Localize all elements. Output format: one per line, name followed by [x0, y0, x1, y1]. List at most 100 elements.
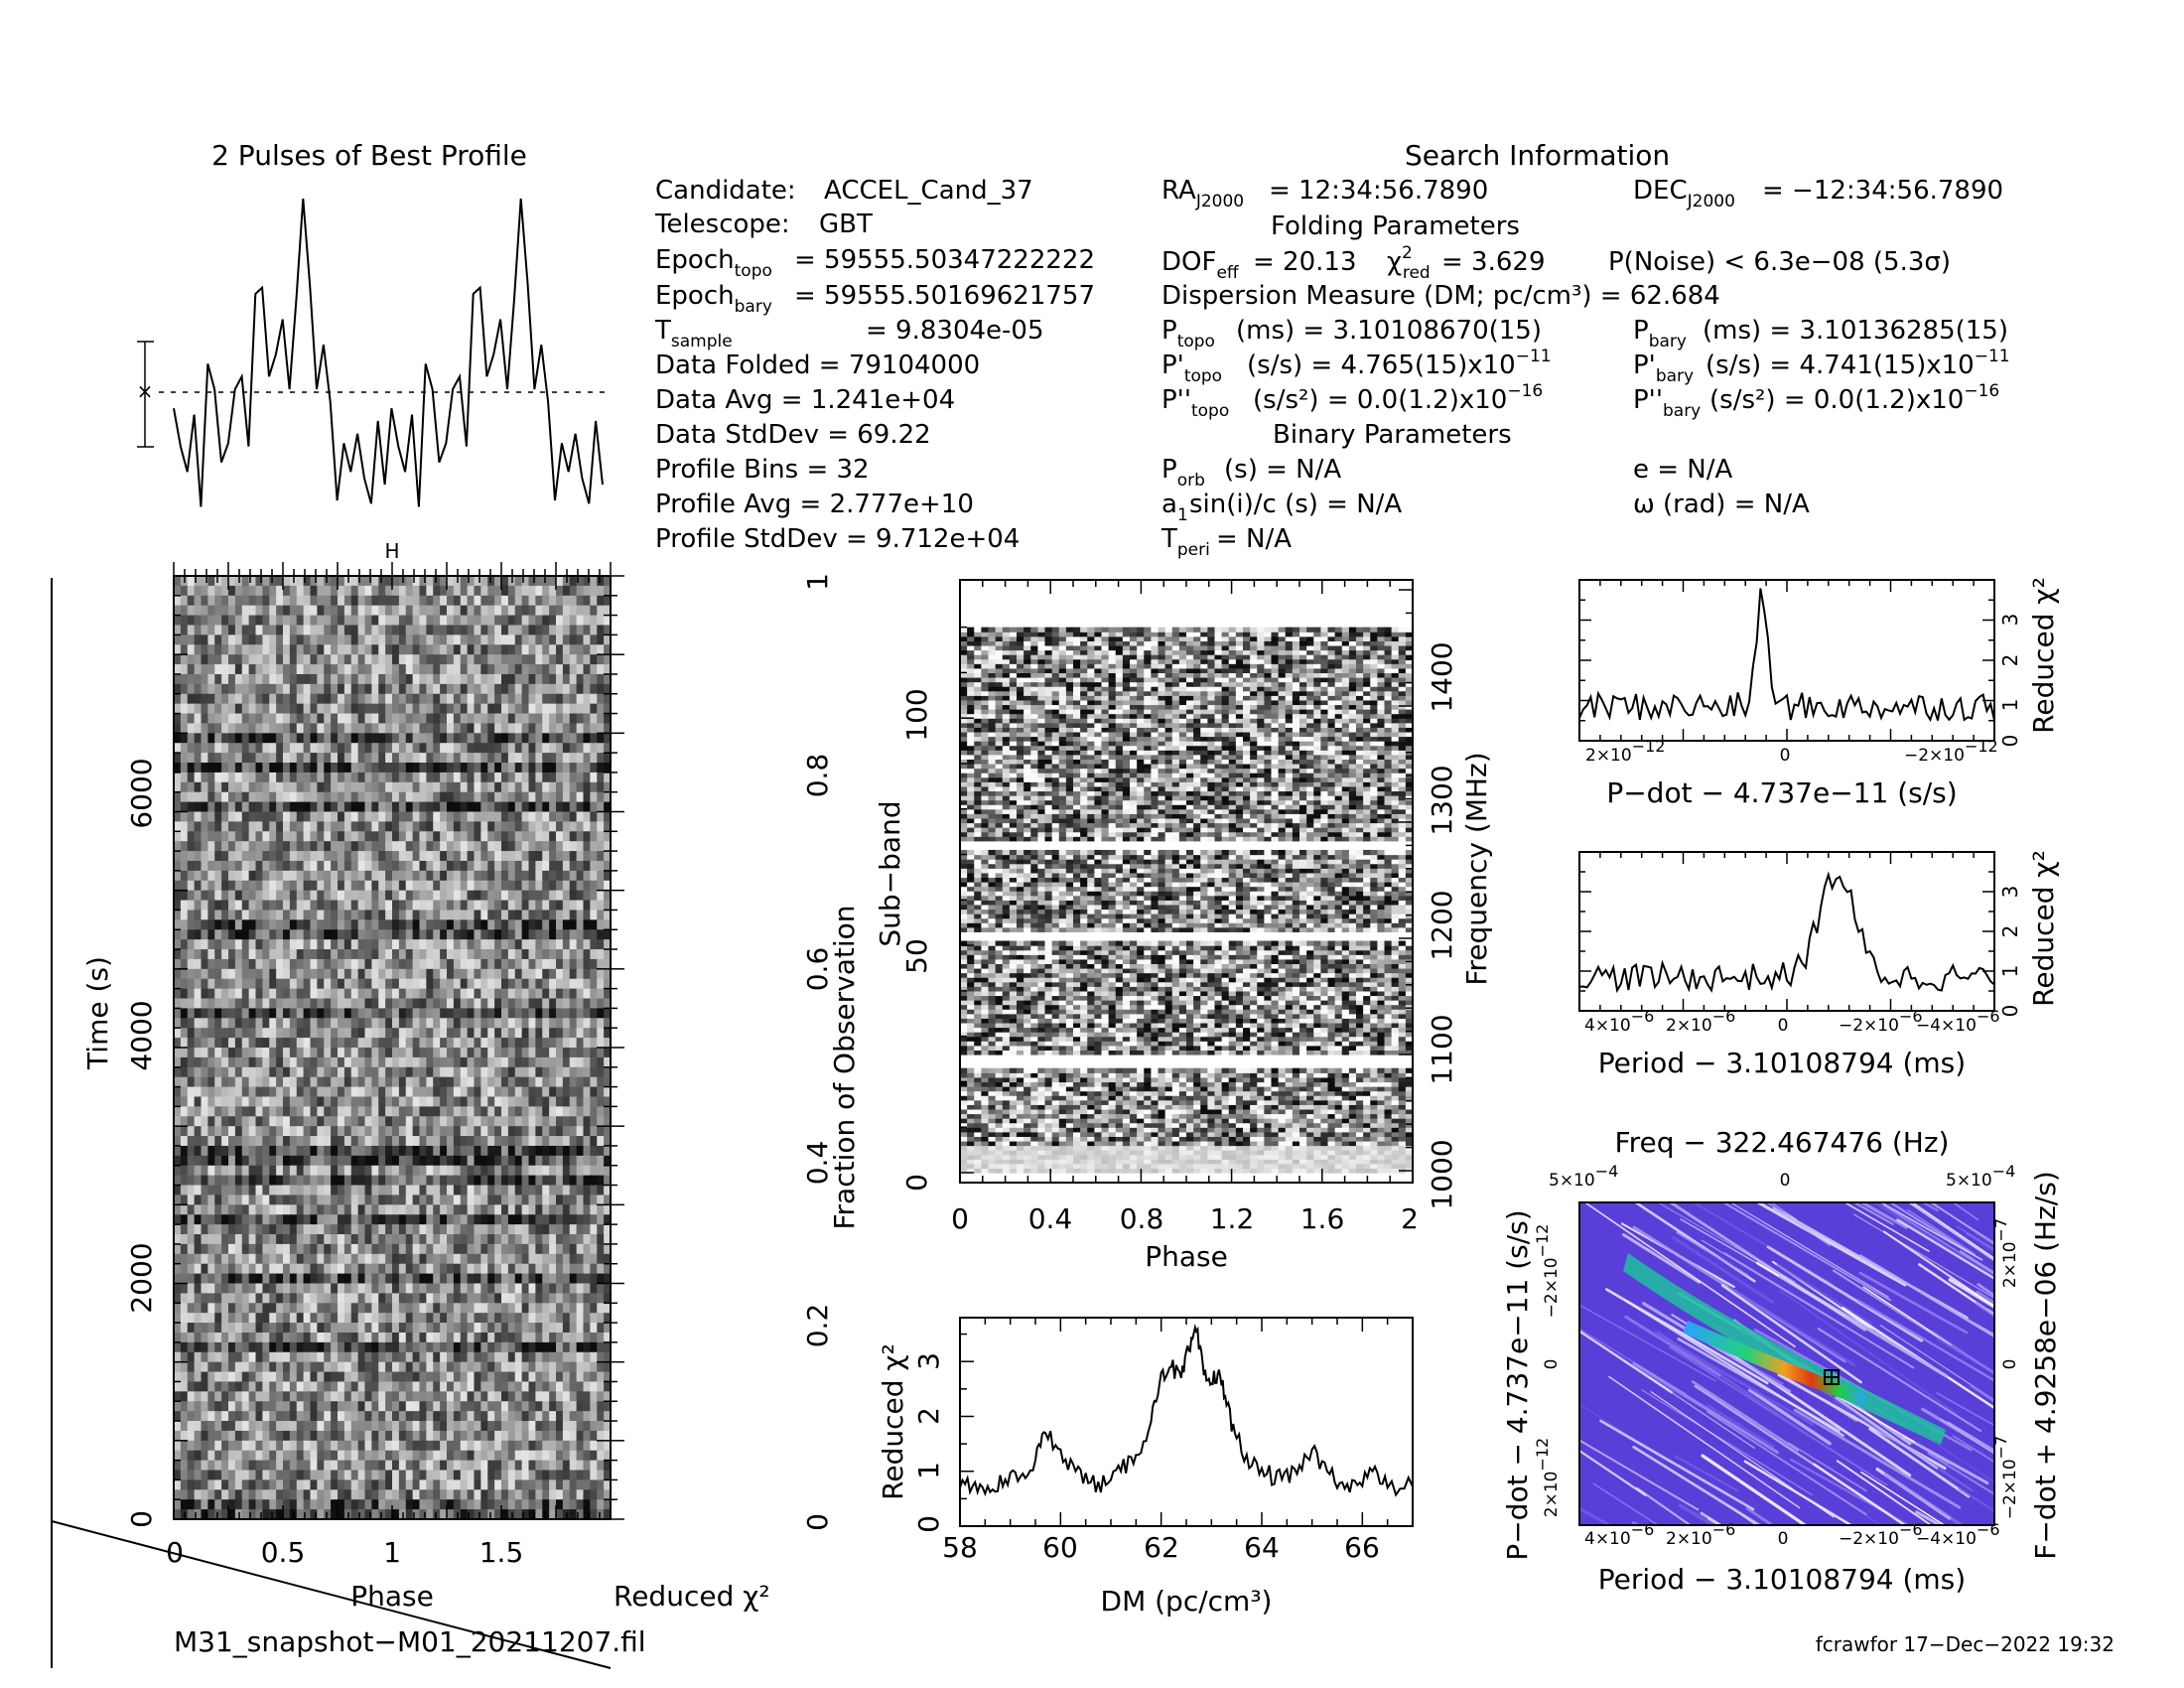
time-phase-cell: [549, 978, 557, 990]
time-phase-cell: [467, 801, 476, 813]
time-phase-cell: [440, 1204, 448, 1215]
time-phase-cell: [385, 1145, 393, 1157]
time-phase-cell: [583, 1096, 591, 1107]
time-phase-cell: [357, 1175, 366, 1187]
time-phase-cell: [494, 1293, 502, 1304]
time-phase-cell: [398, 1263, 407, 1275]
time-phase-cell: [494, 1303, 502, 1314]
time-phase-cell: [453, 890, 462, 902]
time-phase-cell: [398, 763, 407, 774]
time-phase-cell: [556, 1243, 564, 1255]
time-phase-cell: [398, 625, 407, 635]
time-phase-cell: [338, 791, 345, 803]
pdot-topo-label: P'topo: [1161, 351, 1222, 386]
time-phase-cell: [289, 625, 298, 635]
time-phase-cell: [474, 634, 481, 645]
time-phase-cell: [521, 1175, 530, 1187]
time-phase-cell: [283, 1204, 291, 1215]
time-phase-cell: [296, 1028, 305, 1039]
time-phase-cell: [576, 1195, 585, 1205]
time-phase-cell: [447, 1165, 455, 1177]
time-phase-cell: [331, 625, 339, 635]
time-phase-cell: [180, 1243, 189, 1255]
time-phase-cell: [310, 644, 318, 655]
time-phase-cell: [338, 1096, 345, 1107]
time-phase-cell: [350, 595, 359, 607]
time-phase-cell: [447, 1048, 455, 1058]
time-phase-cell: [398, 1086, 407, 1098]
time-phase-cell: [501, 880, 509, 892]
time-phase-cell: [378, 772, 386, 783]
time-phase-cell: [180, 781, 189, 793]
time-phase-cell: [542, 683, 550, 695]
time-phase-cell: [228, 801, 236, 813]
time-phase-cell: [289, 910, 298, 920]
time-phase-cell: [556, 919, 564, 930]
time-phase-cell: [494, 673, 502, 685]
time-phase-cell: [487, 860, 495, 872]
time-phase-cell: [433, 1056, 441, 1068]
time-phase-cell: [283, 1096, 291, 1107]
time-phase-cell: [412, 1263, 421, 1275]
time-phase-cell: [248, 919, 257, 930]
time-phase-cell: [604, 1195, 612, 1205]
time-phase-cell: [180, 703, 189, 715]
time-phase-cell: [289, 683, 298, 695]
time-phase-cell: [467, 939, 476, 950]
time-phase-cell: [296, 949, 305, 960]
time-phase-cell: [480, 880, 488, 892]
time-phase-cell: [385, 1313, 393, 1324]
time-phase-cell: [234, 1195, 243, 1205]
time-phase-cell: [289, 753, 298, 764]
time-phase-cell: [241, 693, 250, 705]
time-phase-cell: [398, 743, 407, 754]
time-phase-cell: [194, 1048, 203, 1058]
time-phase-cell: [283, 998, 291, 1010]
time-phase-cell: [433, 1313, 441, 1324]
time-phase-cell: [289, 1283, 298, 1294]
time-phase-cell: [357, 753, 366, 764]
time-phase-cell: [310, 1076, 318, 1088]
time-phase-cell: [241, 673, 250, 685]
time-phase-cell: [331, 1096, 339, 1107]
time-phase-cell: [576, 1243, 585, 1255]
time-phase-cell: [590, 919, 598, 930]
time-phase-cell: [262, 880, 270, 892]
time-phase-cell: [549, 1185, 557, 1196]
time-phase-cell: [241, 1323, 250, 1334]
time-phase-cell: [303, 1195, 312, 1205]
time-phase-cell: [405, 1234, 414, 1245]
time-phase-cell: [174, 1076, 182, 1088]
time-phase-cell: [174, 595, 182, 607]
time-phase-cell: [480, 1145, 488, 1157]
time-phase-cell: [392, 1253, 400, 1265]
time-phase-cell: [255, 1116, 263, 1127]
time-phase-cell: [228, 1145, 236, 1157]
time-phase-cell: [255, 1303, 263, 1314]
time-phase-cell: [228, 1096, 236, 1107]
time-phase-cell: [174, 1253, 182, 1265]
time-phase-cell: [535, 683, 543, 695]
time-phase-cell: [440, 910, 448, 920]
time-phase-cell: [180, 605, 189, 617]
time-phase-cell: [556, 595, 564, 607]
time-phase-cell: [474, 1038, 481, 1049]
time-phase-cell: [480, 693, 488, 705]
time-phase-cell: [501, 1283, 509, 1294]
time-phase-cell: [419, 703, 427, 715]
time-phase-cell: [405, 683, 414, 695]
time-phase-cell: [262, 1008, 270, 1019]
time-phase-cell: [405, 988, 414, 1000]
time-phase-cell: [501, 831, 509, 842]
time-phase-cell: [276, 1155, 284, 1167]
time-phase-cell: [214, 978, 222, 990]
time-phase-cell: [562, 1048, 571, 1058]
time-phase-cell: [207, 713, 215, 725]
time-phase-cell: [487, 1076, 495, 1088]
time-phase-cell: [447, 1283, 455, 1294]
time-phase-cell: [412, 713, 421, 725]
time-phase-cell: [221, 723, 229, 734]
time-phase-cell: [331, 958, 339, 970]
time-phase-cell: [419, 654, 427, 665]
time-phase-cell: [405, 713, 414, 725]
